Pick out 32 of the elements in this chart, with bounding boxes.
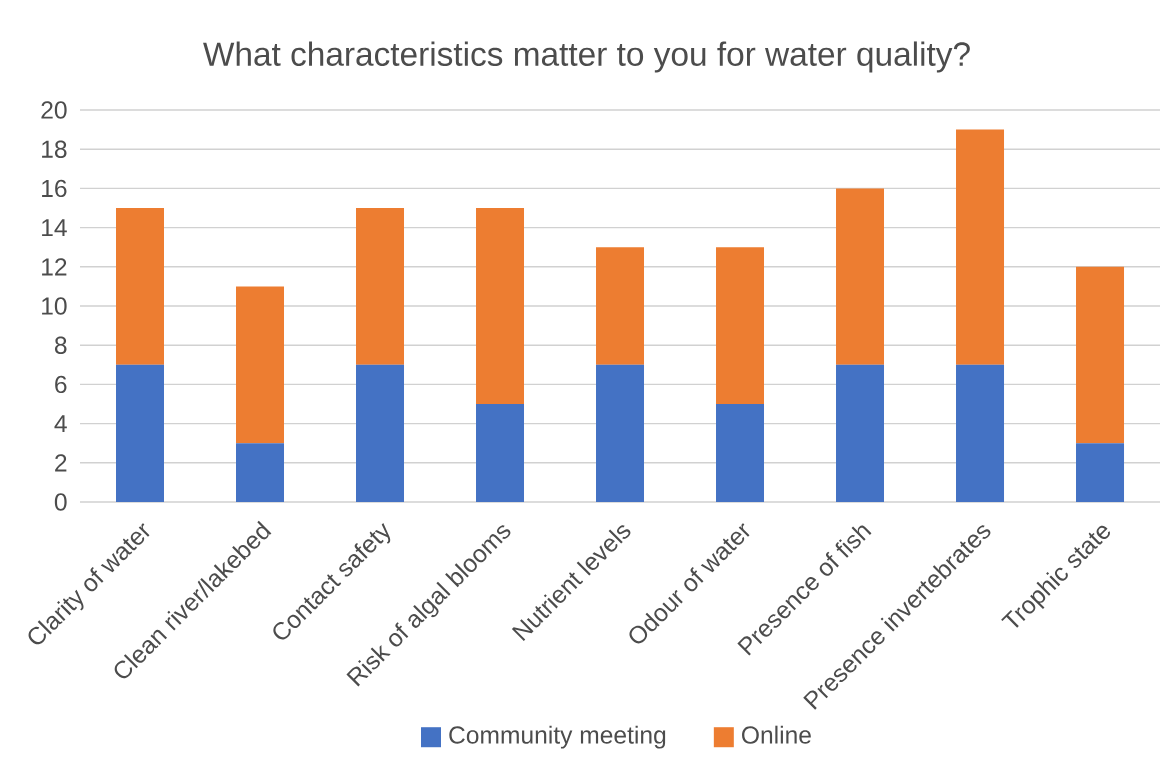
y-tick-label: 0 [54,493,67,511]
y-tick-label: 2 [55,454,67,472]
bar [836,364,885,503]
chart-title: What characteristics matter to you for water quality? [203,41,970,73]
bar [1076,266,1125,444]
bar [116,208,164,365]
bar [596,247,645,365]
y-tick-label: 20 [41,101,67,119]
bar [836,188,885,365]
y-tick-label: 12 [42,258,67,276]
y-tick-label: 16 [42,179,67,198]
y-tick-label: 4 [54,415,67,433]
bar [596,364,645,503]
legend-label: Community meeting [449,725,666,749]
bar [356,208,404,365]
bar [716,404,765,503]
y-tick-label: 8 [54,336,67,354]
y-tick-label: 6 [55,375,67,394]
bar [1076,443,1125,503]
y-tick-label: 10 [42,297,67,315]
legend-label: Online [742,725,811,744]
bar [236,286,284,444]
y-tick-label: 18 [42,140,67,158]
y-tick-label: 14 [42,219,67,237]
bar [956,364,1005,503]
bar [956,129,1005,365]
bar [716,247,765,405]
bar [236,443,284,503]
bar [476,404,525,503]
bar [356,364,404,503]
bar [116,364,164,503]
bar [476,208,525,405]
